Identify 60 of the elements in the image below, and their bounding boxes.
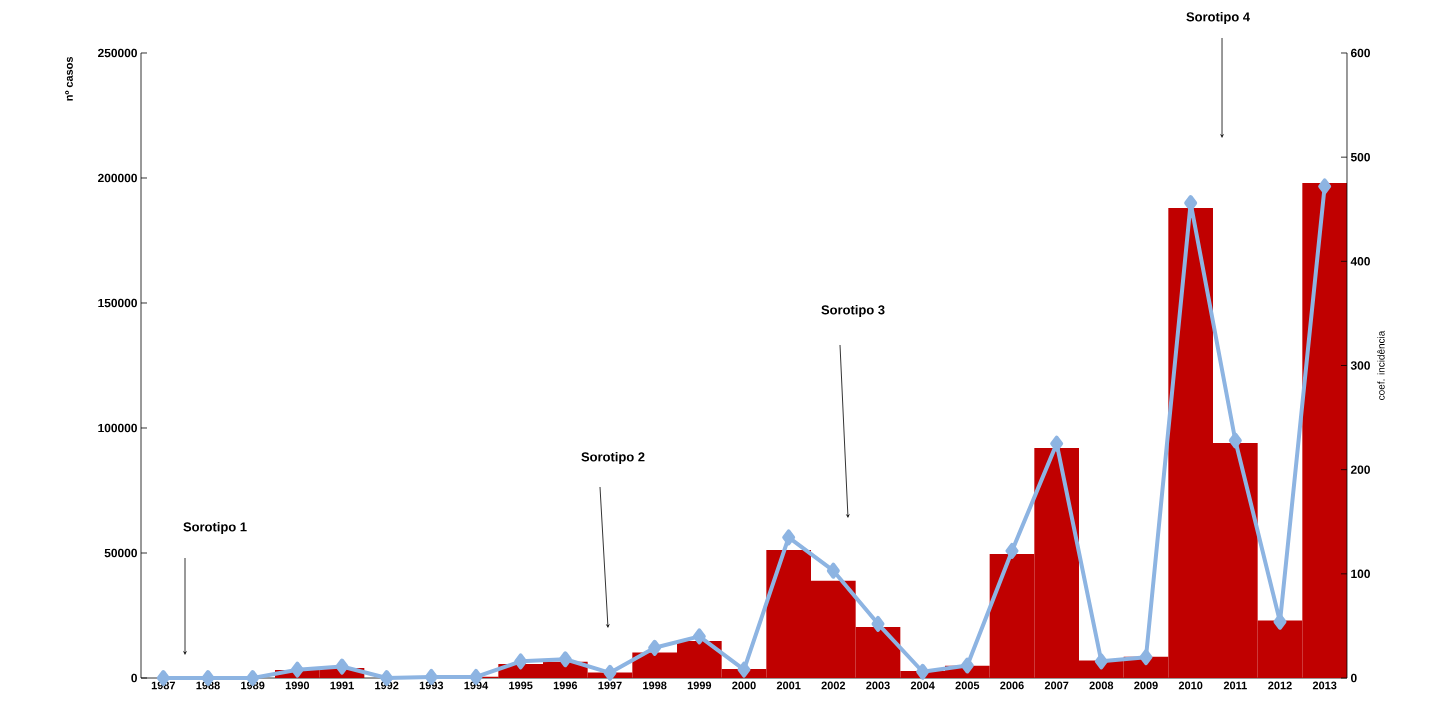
annotation: Sorotipo 1 [183,521,247,535]
point [603,664,617,681]
x-tick-label: 2004 [910,681,935,690]
point [916,663,930,680]
y2-tick-label: 500 [1350,152,1370,162]
x-tick-label: 2011 [1223,681,1247,690]
point [1050,435,1064,452]
y-tick-label: 150000 [98,298,137,308]
point [290,661,304,678]
x-tick-label: 1996 [553,681,578,690]
x-tick-label: 2009 [1134,681,1158,690]
x-tick-label: 1999 [687,681,712,690]
point [737,661,751,678]
annotation: Sorotipo 3 [821,304,885,318]
y2-tick-label: 200 [1350,465,1370,474]
point [335,658,349,675]
point [1139,649,1153,666]
y-tick-label: 50000 [104,548,137,558]
point [1273,613,1287,630]
y2-tick-label: 100 [1351,569,1370,579]
point [1184,195,1198,211]
x-tick-label: 2005 [955,681,980,690]
x-tick-label: 2006 [1000,681,1024,690]
y-tick-label: 0 [131,673,137,683]
point [782,529,796,546]
point [558,651,572,668]
point [1318,178,1332,195]
y2-tick-label: 0 [1350,673,1357,683]
point [960,657,974,674]
y2-tick-label: 400 [1350,257,1370,266]
y-axis-title: nº casos [65,56,73,101]
x-tick-label: 2010 [1178,681,1203,690]
annotation: Sorotipo 2 [581,451,645,465]
y2-tick-label: 600 [1350,48,1370,58]
x-tick-label: 1990 [285,681,310,690]
x-tick-label: 1991 [330,681,354,690]
point [1228,432,1242,449]
x-tick-label: 1995 [509,681,533,690]
text: Sorotipo 4 [1186,11,1250,25]
x-tick-label: 2007 [1044,681,1069,690]
y-tick-label: 250000 [98,48,137,58]
point [692,628,706,645]
x-tick-label: 2013 [1312,681,1337,690]
x-tick-label: 2003 [866,681,890,690]
x-tick-label: 2012 [1268,681,1292,690]
point [514,653,528,670]
point [826,562,840,579]
x-tick-label: 2008 [1089,681,1114,690]
y2-tick-label: 300 [1350,361,1370,370]
x-tick-label: 1998 [643,681,667,690]
x-tick-label: 2002 [821,681,846,690]
y-tick-label: 100000 [98,423,137,433]
y-tick-label: 200000 [98,173,137,183]
point [1005,542,1019,559]
y2-axis-title: coef. incidência [1377,330,1385,400]
x-tick-label: 1997 [598,681,622,690]
point [871,615,885,632]
x-tick-label: 2000 [732,681,756,690]
point [648,639,662,656]
x-tick-label: 2001 [776,681,801,690]
